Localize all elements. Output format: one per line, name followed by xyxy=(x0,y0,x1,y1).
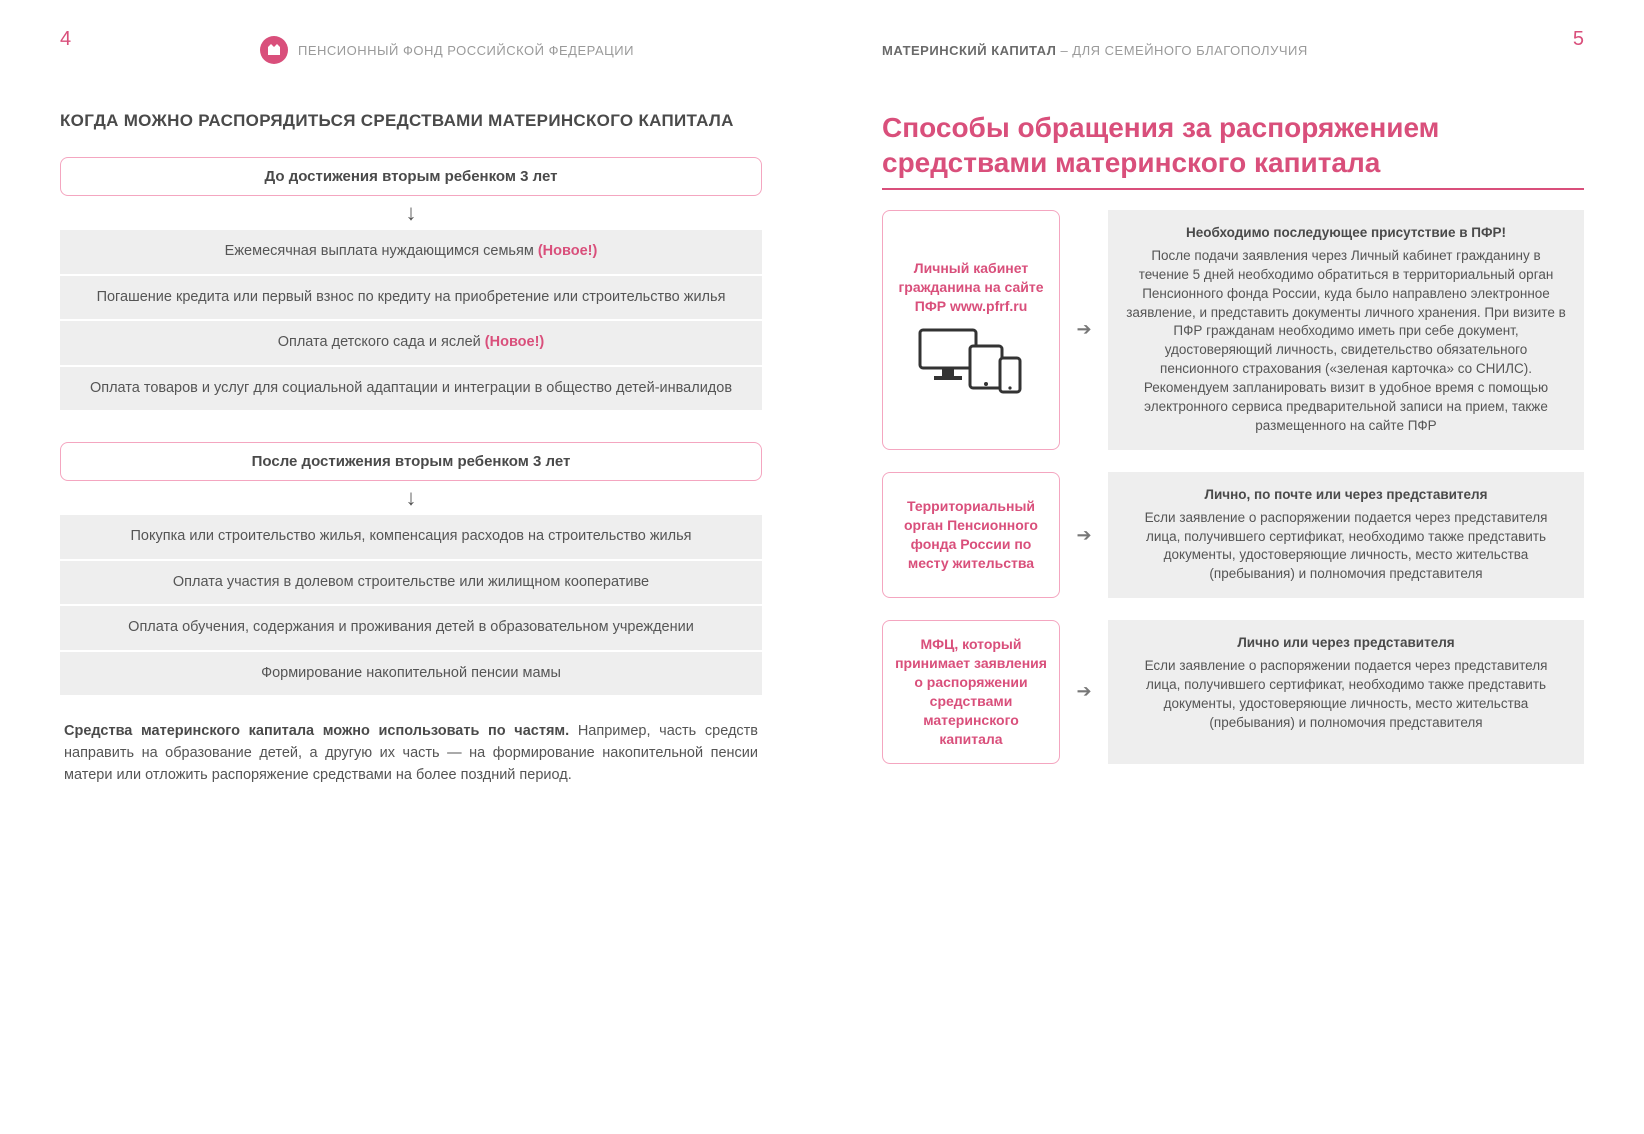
list-item: Покупка или строительство жилья, компенс… xyxy=(60,515,762,561)
devices-icon xyxy=(916,326,1026,401)
list-item: Формирование накопительной пенсии мамы xyxy=(60,652,762,696)
group1-header: До достижения вторым ребенком 3 лет xyxy=(60,157,762,196)
method-row: Личный кабинет гражданина на сайте ПФР w… xyxy=(882,210,1584,450)
method-description: Лично, по почте или через представителя Е… xyxy=(1108,472,1584,598)
header-rest: – ДЛЯ СЕМЕЙНОГО БЛАГОПОЛУЧИЯ xyxy=(1056,43,1307,58)
method-description-body: Если заявление о распоряжении подается ч… xyxy=(1145,658,1548,730)
method-description-body: После подачи заявления через Личный каби… xyxy=(1126,248,1566,433)
big-title: Способы обращения за распоряжением средс… xyxy=(882,110,1584,180)
pfr-logo-icon xyxy=(260,36,288,64)
new-tag: (Новое!) xyxy=(485,334,544,350)
new-tag: (Новое!) xyxy=(538,243,597,259)
list-item-text: Покупка или строительство жилья, компенс… xyxy=(131,528,692,544)
arrow-down-icon: ↓ xyxy=(60,487,762,509)
arrow-right-icon: ➔ xyxy=(1074,620,1094,763)
method-description-title: Лично, по почте или через представителя xyxy=(1126,486,1566,505)
list-item-text: Оплата детского сада и яслей xyxy=(278,334,485,350)
method-description: Лично или через представителя Если заявле… xyxy=(1108,620,1584,763)
header-right: МАТЕРИНСКИЙ КАПИТАЛ – ДЛЯ СЕМЕЙНОГО БЛАГ… xyxy=(882,30,1584,70)
list-item-text: Ежемесячная выплата нуждающимся семьям xyxy=(225,243,538,259)
list-item: Ежемесячная выплата нуждающимся семьям (… xyxy=(60,230,762,276)
group2-header: После достижения вторым ребенком 3 лет xyxy=(60,442,762,481)
method-label-text: МФЦ, который принимает заявления о распо… xyxy=(893,635,1049,748)
group-before-3: До достижения вторым ребенком 3 лет ↓ Еж… xyxy=(60,157,762,410)
method-label-box: Территориальный орган Пенсионного фонда … xyxy=(882,472,1060,598)
group-after-3: После достижения вторым ребенком 3 лет ↓… xyxy=(60,442,762,695)
method-label-box: МФЦ, который принимает заявления о распо… xyxy=(882,620,1060,763)
footer-paragraph: Средства материнского капитала можно исп… xyxy=(60,721,762,786)
method-description-title: Необходимо последующее присутствие в ПФР… xyxy=(1126,224,1566,243)
page-right: 5 МАТЕРИНСКИЙ КАПИТАЛ – ДЛЯ СЕМЕЙНОГО БЛ… xyxy=(822,0,1644,1134)
list-item: Оплата обучения, содержания и проживания… xyxy=(60,606,762,652)
list-item-text: Оплата обучения, содержания и проживания… xyxy=(128,619,694,635)
group2-list: Покупка или строительство жилья, компенс… xyxy=(60,515,762,695)
method-label-text: Территориальный орган Пенсионного фонда … xyxy=(893,497,1049,573)
method-description-body: Если заявление о распоряжении подается ч… xyxy=(1145,510,1548,582)
list-item-text: Оплата участия в долевом строительстве и… xyxy=(173,574,649,590)
page-number-right: 5 xyxy=(1573,28,1584,51)
arrow-right-icon: ➔ xyxy=(1074,210,1094,450)
list-item: Оплата участия в долевом строительстве и… xyxy=(60,561,762,607)
method-label-text: Личный кабинет гражданина на сайте ПФР w… xyxy=(893,259,1049,316)
method-description: Необходимо последующее присутствие в ПФР… xyxy=(1108,210,1584,450)
header-right-text: МАТЕРИНСКИЙ КАПИТАЛ – ДЛЯ СЕМЕЙНОГО БЛАГ… xyxy=(882,43,1308,58)
group1-list: Ежемесячная выплата нуждающимся семьям (… xyxy=(60,230,762,410)
list-item-text: Формирование накопительной пенсии мамы xyxy=(261,665,561,681)
header-org-text: ПЕНСИОННЫЙ ФОНД РОССИЙСКОЙ ФЕДЕРАЦИИ xyxy=(298,43,634,58)
footer-bold: Средства материнского капитала можно исп… xyxy=(64,723,569,739)
method-row: Территориальный орган Пенсионного фонда … xyxy=(882,472,1584,598)
arrow-down-icon: ↓ xyxy=(60,202,762,224)
page-left: 4 ПЕНСИОННЫЙ ФОНД РОССИЙСКОЙ ФЕДЕРАЦИИ К… xyxy=(0,0,822,1134)
title-underline xyxy=(882,188,1584,190)
method-label-box: Личный кабинет гражданина на сайте ПФР w… xyxy=(882,210,1060,450)
section-title-left: КОГДА МОЖНО РАСПОРЯДИТЬСЯ СРЕДСТВАМИ МАТ… xyxy=(60,110,762,133)
list-item: Оплата детского сада и яслей (Новое!) xyxy=(60,321,762,367)
header-left: ПЕНСИОННЫЙ ФОНД РОССИЙСКОЙ ФЕДЕРАЦИИ xyxy=(60,30,762,70)
list-item-text: Погашение кредита или первый взнос по кр… xyxy=(97,289,726,305)
list-item-text: Оплата товаров и услуг для социальной ад… xyxy=(90,380,732,396)
method-description-title: Лично или через представителя xyxy=(1126,634,1566,653)
list-item: Оплата товаров и услуг для социальной ад… xyxy=(60,367,762,411)
header-org: ПЕНСИОННЫЙ ФОНД РОССИЙСКОЙ ФЕДЕРАЦИИ xyxy=(260,36,634,64)
arrow-right-icon: ➔ xyxy=(1074,472,1094,598)
methods-list: Личный кабинет гражданина на сайте ПФР w… xyxy=(882,210,1584,764)
method-row: МФЦ, который принимает заявления о распо… xyxy=(882,620,1584,763)
page-number-left: 4 xyxy=(60,28,71,51)
list-item: Погашение кредита или первый взнос по кр… xyxy=(60,276,762,322)
header-strong: МАТЕРИНСКИЙ КАПИТАЛ xyxy=(882,43,1056,58)
